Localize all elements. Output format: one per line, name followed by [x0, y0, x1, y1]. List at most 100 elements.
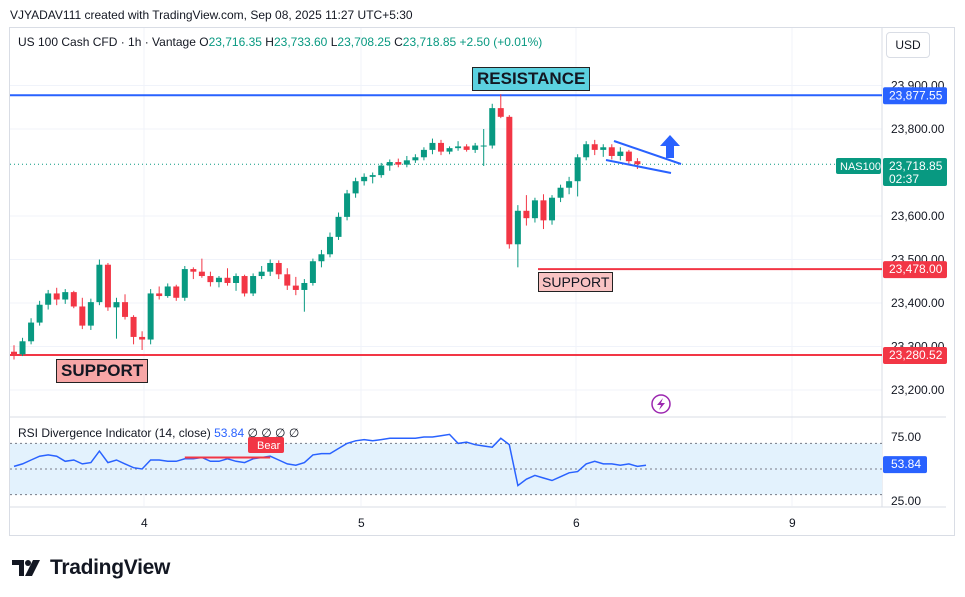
candle: [455, 141, 462, 151]
candle: [583, 141, 590, 161]
candle: [378, 162, 385, 178]
candle: [122, 294, 129, 320]
bear-tag-label: Bear: [257, 440, 281, 452]
time-tick: 6: [573, 516, 580, 530]
candle-body: [549, 197, 556, 221]
candle: [198, 258, 205, 278]
candle: [608, 144, 615, 160]
candle: [96, 259, 103, 306]
candle: [309, 258, 316, 286]
resistance-annotation[interactable]: RESISTANCE: [472, 67, 591, 91]
rsi-legend: RSI Divergence Indicator (14, close) 53.…: [18, 426, 299, 440]
candle: [113, 297, 120, 339]
candle: [62, 289, 69, 304]
candle: [45, 289, 52, 310]
candle: [497, 94, 504, 119]
candle-body: [36, 304, 43, 323]
candle-body: [634, 161, 641, 165]
tradingview-logo-icon: [12, 560, 40, 576]
candle: [164, 283, 171, 298]
symbol-tag-text: NAS100: [840, 161, 881, 173]
candle: [241, 274, 248, 297]
candle-body: [28, 322, 35, 342]
candle: [600, 144, 607, 157]
last-price-text: 23,718.85: [889, 159, 943, 173]
open-label: O: [199, 35, 209, 49]
candle-body: [497, 108, 504, 117]
candle-body: [378, 165, 385, 176]
candle: [207, 271, 214, 287]
rsi-value: 53.84: [214, 426, 245, 440]
candle: [446, 146, 453, 155]
candle-body: [104, 264, 111, 308]
candle-body: [233, 276, 240, 283]
candle-body: [335, 216, 342, 237]
candle: [301, 279, 308, 312]
candle-body: [70, 292, 77, 307]
high-label: H: [265, 35, 274, 49]
candle-body: [472, 145, 479, 150]
candle-body: [361, 176, 368, 182]
support-annotation-mid[interactable]: SUPPORT: [538, 272, 614, 292]
candle: [19, 337, 26, 357]
candle-body: [122, 302, 129, 317]
candle: [369, 172, 376, 184]
candle-body: [139, 336, 146, 340]
candle-body: [531, 200, 538, 219]
candle: [514, 205, 521, 268]
rsi-line: Bear: [13, 433, 647, 487]
last-price-tag: [883, 158, 947, 186]
candle-body: [429, 142, 436, 150]
candle: [540, 194, 547, 230]
candle: [395, 158, 402, 168]
candle: [429, 138, 436, 155]
candle-body: [53, 293, 60, 300]
candle-body: [352, 181, 359, 194]
candle-body: [395, 162, 402, 165]
candle: [591, 139, 598, 156]
support-mid-price-tag-text: 23,478.00: [889, 262, 943, 276]
resistance-price-tag-text: 23,877.55: [889, 88, 943, 102]
candle-body: [258, 271, 265, 277]
tradingview-logo[interactable]: TradingView: [12, 556, 170, 580]
rsi-value-tag: [883, 456, 927, 474]
candle-body: [198, 271, 205, 277]
support-low-price-tag-text: 23,280.52: [889, 348, 943, 362]
candle-body: [625, 151, 632, 162]
candle-body: [62, 292, 69, 300]
candle-body: [318, 254, 325, 262]
candle: [147, 289, 154, 345]
candle-body: [446, 148, 453, 152]
support-annotation-left[interactable]: SUPPORT: [56, 359, 149, 383]
up-arrow-icon: [660, 135, 680, 158]
candle: [361, 173, 368, 186]
candle-body: [403, 160, 410, 165]
candle-body: [292, 285, 299, 290]
chart-frame: [9, 27, 955, 536]
candle-body: [190, 269, 197, 272]
candle-body: [506, 116, 513, 245]
candle: [104, 262, 111, 311]
candle-body: [164, 286, 171, 297]
candle: [28, 318, 35, 345]
candle: [625, 149, 632, 165]
price-axis: 23,900.0023,800.0023,600.0023,500.0023,4…: [141, 79, 947, 530]
lightning-icon: [651, 394, 671, 414]
candle-body: [566, 181, 573, 188]
candle: [258, 266, 265, 280]
price-tick: 23,200.00: [891, 383, 945, 397]
candle-body: [267, 262, 274, 272]
candle: [403, 155, 410, 168]
lightning-bolt: [657, 398, 665, 410]
candle: [326, 232, 333, 258]
time-tick: 9: [789, 516, 796, 530]
candle: [79, 297, 86, 330]
candle-body: [438, 142, 444, 152]
countdown-text: 02:37: [889, 172, 919, 186]
candle: [156, 286, 163, 300]
low-value: 23,708.25: [337, 35, 391, 49]
candle-body: [344, 193, 351, 217]
close-label: C: [394, 35, 403, 49]
currency-button[interactable]: USD: [886, 32, 930, 58]
